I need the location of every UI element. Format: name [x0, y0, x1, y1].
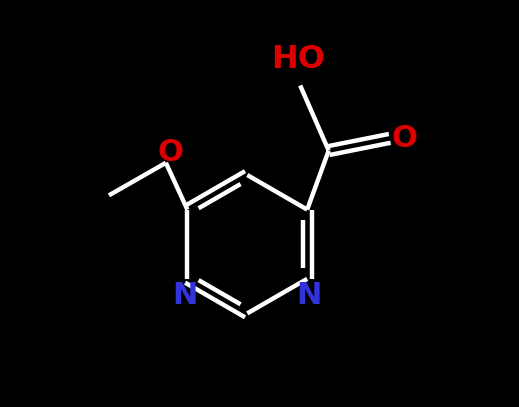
Text: N: N	[173, 281, 198, 311]
Text: O: O	[391, 124, 417, 153]
Text: O: O	[157, 138, 183, 167]
Text: HO: HO	[271, 44, 325, 74]
Text: N: N	[296, 281, 322, 311]
